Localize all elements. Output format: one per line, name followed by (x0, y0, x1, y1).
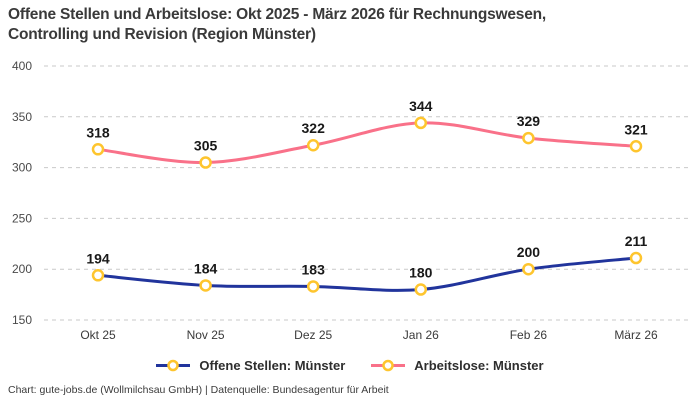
data-point-value-label: 184 (194, 260, 218, 276)
data-point-value-label: 180 (409, 265, 433, 281)
series-line (96, 121, 638, 165)
legend-label: Offene Stellen: Münster (199, 358, 346, 373)
data-point-value-label: 183 (302, 261, 326, 277)
data-point-marker[interactable] (306, 280, 320, 293)
data-point-marker[interactable] (522, 131, 535, 145)
data-point-marker[interactable] (91, 269, 105, 282)
page-title-line1: Offene Stellen und Arbeitslose: Okt 2025… (8, 6, 547, 23)
data-point-value-label: 200 (517, 244, 541, 260)
legend-item-offene-stellen: Offene Stellen: Münster (156, 358, 345, 373)
attribution-footer: Chart: gute-jobs.de (Wollmilchsau GmbH) … (8, 384, 389, 396)
data-point-marker[interactable] (199, 279, 212, 292)
data-point-value-label: 305 (194, 138, 218, 154)
legend-item-arbeitslose: Arbeitslose: Münster (371, 358, 544, 373)
line-marker-icon (371, 359, 406, 372)
chart-legend: Offene Stellen: Münster Arbeitslose: Mün… (0, 358, 700, 373)
x-axis-tick-label: Jan 26 (403, 328, 439, 342)
y-axis-tick-label: 350 (12, 110, 32, 124)
data-point-value-label: 318 (86, 124, 110, 140)
data-point-marker[interactable] (306, 138, 320, 152)
data-point-marker[interactable] (522, 262, 535, 276)
line-marker-icon (156, 359, 191, 372)
line-chart: 150 200 250 300 350 400 Okt 25 Nov 25 Dez 25 Jan … (12, 59, 690, 342)
data-point-marker[interactable] (414, 283, 428, 296)
x-axis-tick-label: Okt 25 (80, 328, 116, 342)
data-point-marker[interactable] (629, 140, 643, 153)
y-axis-tick-label: 250 (12, 211, 32, 225)
data-point-value-label: 344 (409, 98, 433, 114)
page-title-line2: Controlling und Revision (Region Münster… (8, 26, 316, 43)
data-point-marker[interactable] (414, 116, 428, 130)
series-line (96, 256, 638, 292)
y-axis-tick-label: 300 (12, 161, 32, 175)
data-point-marker[interactable] (199, 156, 212, 169)
legend-label: Arbeitslose: Münster (414, 358, 544, 373)
data-point-value-label: 211 (625, 233, 648, 249)
y-axis-tick-label: 150 (12, 313, 32, 327)
data-point-value-label: 194 (86, 250, 110, 266)
x-axis-tick-label: März 26 (614, 328, 658, 342)
page-title: Offene Stellen und Arbeitslose: Okt 2025… (8, 5, 668, 45)
x-axis-tick-label: Nov 25 (187, 328, 225, 342)
data-point-marker[interactable] (629, 251, 643, 265)
x-axis-tick-label: Feb 26 (510, 328, 548, 342)
data-point-value-label: 322 (302, 120, 326, 136)
data-point-marker[interactable] (91, 143, 105, 156)
data-point-value-label: 321 (624, 121, 648, 137)
data-point-value-label: 329 (517, 113, 541, 129)
y-axis-tick-label: 200 (12, 262, 32, 276)
y-axis-tick-label: 400 (12, 59, 32, 73)
x-axis-tick-label: Dez 25 (294, 328, 332, 342)
